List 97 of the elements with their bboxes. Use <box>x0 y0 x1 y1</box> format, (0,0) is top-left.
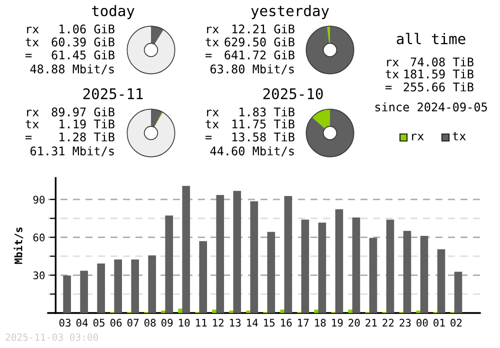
x-tick-label: 04 <box>76 318 88 327</box>
text: rx <box>207 26 219 34</box>
x-tick-label: 14 <box>247 318 258 327</box>
x-tick-label: 12 <box>213 318 224 327</box>
text: rx <box>207 110 219 116</box>
bar <box>165 215 174 313</box>
x-tick-label: 09 <box>161 318 173 327</box>
bar <box>199 241 208 313</box>
bar <box>386 220 394 313</box>
bar <box>369 238 378 313</box>
text: 255.66 TiB <box>404 82 474 92</box>
text: 74.08 TiB <box>410 57 474 66</box>
text: 13.58 TiB <box>232 132 294 142</box>
y-tick-label: 30 <box>33 271 45 280</box>
x-tick-label: 07 <box>127 318 139 327</box>
x-tick-label: 13 <box>230 318 241 327</box>
text: 48.88 Mbit/s <box>30 64 114 74</box>
donut-slice <box>327 26 330 44</box>
text: = <box>386 86 392 90</box>
text: 1.83 TiB <box>240 107 294 116</box>
x-tick-label: 05 <box>93 318 104 327</box>
bar <box>182 186 190 313</box>
x-tick-label: 08 <box>144 318 156 327</box>
text: 629.50 GiB <box>224 37 294 46</box>
donut-slice <box>151 109 162 128</box>
x-tick-label: 00 <box>416 318 428 327</box>
text: tx <box>206 120 219 128</box>
chart-title: yesterday <box>251 4 329 20</box>
x-tick-label: 01 <box>434 318 445 327</box>
text: 44.60 Mbit/s <box>210 146 294 156</box>
chart-title: 2025-10 <box>263 88 323 100</box>
bar <box>352 217 360 313</box>
text: tx <box>26 38 39 46</box>
bar <box>250 201 258 313</box>
y-tick-label: 60 <box>33 234 45 242</box>
x-tick-label: 17 <box>298 318 309 327</box>
chart-title: 2025-11 <box>83 88 143 100</box>
bar <box>97 264 105 313</box>
text: rx <box>387 60 399 66</box>
x-tick-label: 21 <box>366 318 377 327</box>
text: rx <box>27 110 39 116</box>
x-tick-label: 06 <box>110 318 122 327</box>
bar <box>318 222 326 313</box>
x-tick-label: 02 <box>450 318 462 327</box>
bar <box>148 255 156 313</box>
text: rx <box>27 26 39 34</box>
bar <box>267 232 276 313</box>
text: 89.97 GiB <box>52 107 114 116</box>
text: all time <box>396 32 466 44</box>
text: 12.21 GiB <box>232 24 294 34</box>
x-tick-label: 11 <box>196 318 207 327</box>
bar <box>454 272 462 313</box>
bar <box>284 196 292 313</box>
text: 61.45 GiB <box>52 50 114 60</box>
text: tx <box>26 120 39 128</box>
text: tx <box>386 70 399 78</box>
text: = <box>206 54 212 58</box>
donut-slice <box>154 112 163 128</box>
chart-title: today <box>92 4 134 20</box>
bar <box>301 220 310 313</box>
text: 60.39 GiB <box>52 37 114 46</box>
x-tick-label: 15 <box>264 318 275 327</box>
x-tick-label: 20 <box>348 318 360 327</box>
text: 63.80 Mbit/s <box>210 64 294 74</box>
bar <box>114 260 122 313</box>
text: 181.59 TiB <box>404 69 474 78</box>
text: 1.06 GiB <box>60 24 114 34</box>
text: = <box>26 136 32 140</box>
bar <box>80 270 88 313</box>
bar <box>335 209 344 313</box>
text: 1.19 TiB <box>60 119 114 128</box>
bar <box>216 195 224 313</box>
x-tick-label: 03 <box>59 318 70 327</box>
x-tick-label: 10 <box>179 318 190 327</box>
bar <box>437 249 446 313</box>
text: = <box>206 136 212 140</box>
text: 641.72 GiB <box>224 50 294 60</box>
legend-label: rx <box>412 134 424 140</box>
text: = <box>26 54 32 58</box>
legend-label: tx <box>452 132 466 140</box>
bar <box>403 230 412 313</box>
text: 11.75 TiB <box>232 119 294 128</box>
x-tick-label: 16 <box>281 318 292 327</box>
x-tick-label: 23 <box>400 318 411 327</box>
bar <box>131 260 139 313</box>
bar <box>63 276 71 313</box>
bar <box>420 236 428 313</box>
x-tick-label: 19 <box>332 318 343 327</box>
x-tick-label: 18 <box>315 318 326 327</box>
text: 1.28 TiB <box>60 132 114 142</box>
x-tick-label: 22 <box>382 318 394 327</box>
text: since 2024-09-05 <box>375 102 487 112</box>
text: 61.31 Mbit/s <box>30 146 114 156</box>
y-tick-label: 90 <box>33 196 45 204</box>
text: tx <box>206 38 219 46</box>
bar <box>233 190 242 313</box>
y-axis-title: Mbit/s <box>14 228 24 264</box>
